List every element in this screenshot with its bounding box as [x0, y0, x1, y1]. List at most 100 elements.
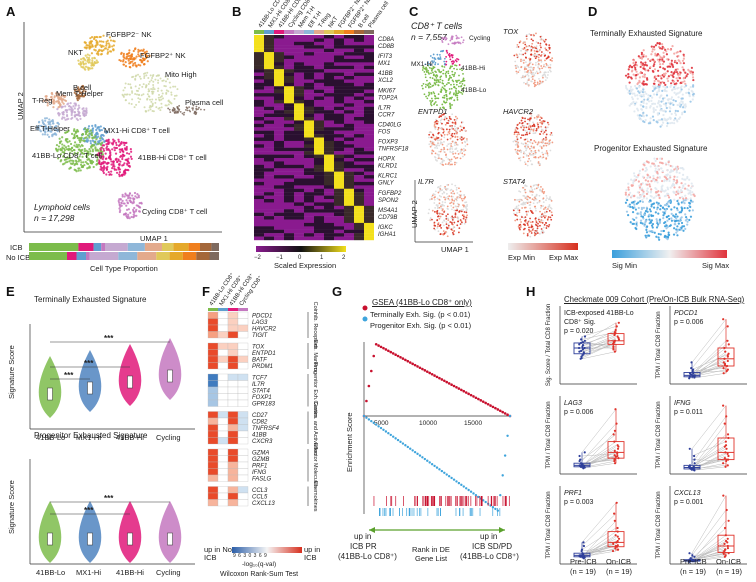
heat-cell [217, 342, 229, 350]
heat-cell [264, 82, 274, 87]
heat-cell [344, 192, 354, 196]
heat-cell [334, 212, 344, 217]
paired-line [581, 441, 617, 466]
heat-cell [314, 181, 324, 186]
term-point [384, 348, 388, 351]
data-point [725, 458, 728, 461]
heat-cell [364, 168, 374, 172]
heat-cell [284, 154, 294, 159]
heat-cell [264, 106, 274, 111]
heat-cell [354, 93, 364, 97]
heat-cell [284, 41, 294, 46]
heat-cell [274, 233, 284, 237]
heat-cell [314, 55, 324, 60]
heat-cell [314, 69, 324, 73]
paired-line [691, 540, 727, 562]
heat-cell [324, 117, 334, 121]
heat-cell [344, 216, 354, 220]
heat-cell [314, 154, 324, 159]
data-point [614, 547, 617, 550]
heat-cell [304, 120, 314, 125]
y-axis-label: TPM / Total CD8 Fraction [546, 491, 552, 558]
heat-cell [304, 195, 314, 200]
prog-point [406, 445, 409, 449]
heat-cell [334, 188, 344, 193]
heat-cell [364, 175, 374, 179]
heat-cell [364, 212, 374, 217]
heat-cell [314, 144, 324, 148]
data-point [612, 341, 616, 344]
heat-cell [344, 222, 354, 227]
term-point [433, 374, 436, 377]
heat-cell [264, 140, 274, 145]
data-point [581, 462, 584, 466]
gene-label: BATF [252, 357, 267, 363]
heat-cell [334, 195, 344, 200]
sig-stars: *** [104, 494, 114, 503]
heat-cell [274, 171, 284, 176]
heat-cell [264, 195, 274, 200]
gene-umap-ENTPD1 [428, 112, 469, 166]
x-tick: 10000 [419, 420, 437, 427]
gene-name: CXCL13 [674, 490, 701, 497]
arrow-head-left [369, 527, 375, 533]
sig-stars: *** [104, 334, 114, 343]
heat-cell [284, 205, 294, 210]
heat-cell [324, 175, 334, 179]
heat-cell [264, 89, 274, 94]
heat-cell [364, 185, 374, 189]
prog-point [491, 506, 495, 509]
heat-cell [354, 137, 364, 142]
prog-point [399, 440, 402, 444]
data-point [688, 552, 691, 555]
heat-cell [354, 134, 364, 138]
heat-cell [334, 96, 344, 101]
heat-cell [314, 86, 324, 90]
heat-cell [284, 62, 294, 66]
paired-line [691, 340, 727, 375]
heat-cell [334, 79, 344, 84]
heat-cell [314, 52, 324, 56]
data-point [690, 367, 693, 370]
data-point [723, 542, 726, 545]
term-point [372, 354, 376, 358]
heat-cell [344, 185, 354, 189]
paired-line [691, 437, 727, 469]
term-curve [362, 342, 512, 418]
heat-cell [334, 86, 344, 90]
heat-cell [274, 123, 284, 128]
heat-cell [344, 147, 354, 152]
heat-cell [364, 76, 374, 80]
heat-cell [264, 158, 274, 162]
heat-cell [264, 130, 274, 135]
x-label-on: On-ICB [606, 557, 631, 566]
term-point [440, 378, 444, 381]
heat-cell [264, 103, 274, 107]
data-point [582, 544, 586, 548]
heat-cell [314, 99, 324, 104]
heat-cell [304, 161, 314, 166]
heat-cell [354, 216, 364, 220]
umap1-label: UMAP 1 [140, 234, 168, 243]
heat-cell [274, 178, 284, 183]
data-point [578, 464, 581, 467]
data-point [726, 544, 729, 548]
heat-cell [364, 140, 374, 145]
heat-cell [284, 48, 294, 53]
panel-e: E Terminally Exhausted Signature Progeni… [0, 284, 200, 582]
heat-cell [344, 144, 354, 148]
heat-cell [314, 158, 324, 162]
heat-cell [207, 324, 219, 332]
heat-cell [324, 52, 334, 56]
term-point [462, 389, 466, 393]
paired-line [581, 326, 617, 337]
paired-line [581, 538, 617, 555]
prog-point [418, 454, 422, 457]
gene-umap-title: HAVCR2 [503, 107, 534, 116]
data-point [581, 554, 584, 558]
heat-cell [294, 62, 304, 66]
heat-cell [294, 86, 304, 90]
heat-cell [274, 41, 284, 46]
y-axis-label: TPM / Total CD8 Fraction [656, 491, 662, 558]
term-point [498, 409, 502, 413]
